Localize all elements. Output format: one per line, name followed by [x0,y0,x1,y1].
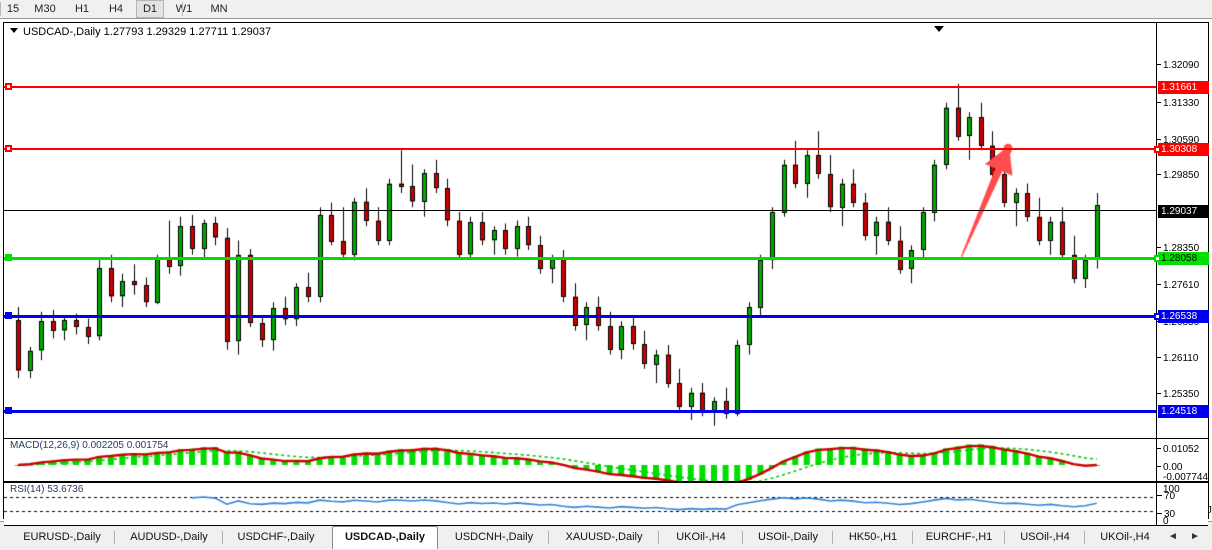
price-label-current-price[interactable]: 1.29037 [1158,205,1209,218]
chart-menu-triangle-icon[interactable] [10,28,18,33]
rsi-canvas [4,483,1156,525]
tab-separator-5 [658,531,659,544]
timeframe-toolbar: 15 M30 H1 H4 D1 W1 MN [0,0,1212,19]
price-plot[interactable] [4,23,1156,518]
macd-pane[interactable]: MACD(12,26,9) 0.002205 0.001754 [4,438,1156,482]
chart-header-label: USDCAD-,Daily 1.27793 1.29329 1.27711 1.… [10,26,271,39]
tab-separator-10 [1084,531,1085,544]
price-marker-support-blue-1[interactable] [1154,313,1161,320]
pane-collapse-triangle-icon[interactable] [934,26,944,32]
tab-scroll-prev-button[interactable]: ◄ [1168,531,1178,542]
macd-scale-tick-1: 0.00 [1157,463,1209,473]
chart-tab-usoilh4[interactable]: USOil-,H4 [1020,531,1070,543]
price-label-support-blue-2[interactable]: 1.24518 [1158,405,1209,418]
chart-tab-eurchfh1[interactable]: EURCHF-,H1 [925,531,993,543]
chart-tab-usdchfdaily[interactable]: USDCHF-,Daily [237,531,315,543]
tab-separator-6 [742,531,743,544]
symbol-ohlc-text: USDCAD-,Daily 1.27793 1.29329 1.27711 1.… [23,26,272,38]
rsi-scale-tick-1: 70 [1157,492,1209,502]
macd-scale-tick-0: 0.01052 [1157,445,1209,455]
level-line-support-blue-2[interactable] [4,410,1156,413]
candlestick-canvas[interactable] [4,23,1156,518]
timeframe-button-mn[interactable]: MN [210,3,228,15]
chart-tab-usdcaddaily[interactable]: USDCAD-,Daily [332,526,438,549]
tab-separator-8 [912,531,913,544]
rsi-scale-tick-3: 0 [1163,516,1169,527]
chart-area[interactable]: USDCAD-,Daily 1.27793 1.29329 1.27711 1.… [3,22,1209,527]
timeframe-button-d1[interactable]: D1 [136,0,164,18]
rsi-scale: 100 70 30 0 [1156,482,1209,527]
level-line-resistance-2[interactable] [4,148,1156,150]
timeframe-button-h4[interactable]: H4 [108,3,124,15]
chart-tab-usoildaily[interactable]: USOil-,Daily [758,531,818,543]
price-tick-8: 1.25350 [1157,389,1209,400]
level-handle-resistance-1[interactable] [5,83,12,90]
chart-tab-hk50h1[interactable]: HK50-,H1 [848,531,898,543]
level-line-resistance-1[interactable] [4,86,1156,88]
rsi-label: RSI(14) 53.6736 [10,484,84,495]
price-tick-2: 1.30590 [1157,135,1209,146]
tab-separator-1 [222,531,223,544]
level-line-current-price[interactable] [4,210,1156,211]
price-tick-1: 1.31330 [1157,98,1209,109]
level-line-support-blue-1[interactable] [4,315,1156,318]
price-tick-5: 1.27610 [1157,280,1209,291]
rsi-pane[interactable]: RSI(14) 53.6736 [4,482,1156,526]
macd-label: MACD(12,26,9) 0.002205 0.001754 [10,440,169,451]
chart-tab-usdcnhdaily[interactable]: USDCNH-,Daily [454,531,534,543]
chart-tab-xauusddaily[interactable]: XAUUSD-,Daily [565,531,643,543]
level-handle-support-green[interactable] [5,254,12,261]
price-label-resistance-2[interactable]: 1.30308 [1158,143,1209,156]
level-handle-support-blue-2[interactable] [5,407,12,414]
price-marker-resistance-2[interactable] [1154,146,1161,153]
tab-separator-9 [1004,531,1005,544]
price-tick-4: 1.28350 [1157,243,1209,254]
timeframe-button-w1[interactable]: W1 [175,3,193,15]
tab-separator-4 [548,531,549,544]
price-marker-support-green[interactable] [1154,255,1161,262]
chart-tab-audusddaily[interactable]: AUDUSD-,Daily [130,531,208,543]
level-line-support-green[interactable] [4,257,1156,260]
price-tick-0: 1.32090 [1157,60,1209,71]
price-label-support-blue-1[interactable]: 1.26538 [1158,310,1209,323]
rsi-scale-tick-2: 30 [1157,510,1209,520]
price-label-support-green[interactable]: 1.28058 [1158,252,1209,265]
chart-tab-eurusddaily[interactable]: EURUSD-,Daily [23,531,101,543]
tab-scroll-next-button[interactable]: ► [1190,531,1200,542]
price-tick-3: 1.29850 [1157,170,1209,181]
timeframe-button-m30[interactable]: M30 [34,3,56,15]
toolbar-separator-1 [182,2,183,16]
level-handle-resistance-2[interactable] [5,145,12,152]
toolbar-separator-0 [0,2,1,16]
tab-separator-7 [832,531,833,544]
chart-tab-ukoilh4[interactable]: UKOil-,H4 [676,531,726,543]
price-scale[interactable]: 1.32090 1.31330 1.30590 1.29850 1.28350 1.276… [1154,23,1209,518]
price-label-resistance-1[interactable]: 1.31661 [1158,81,1209,94]
level-handle-support-blue-1[interactable] [5,312,12,319]
price-tick-7: 1.26110 [1157,353,1209,364]
timeframe-button-h1[interactable]: H1 [74,3,90,15]
macd-scale: 0.01052 0.00 -0.007744 [1156,438,1209,483]
macd-canvas [4,439,1156,481]
rsi-scale-tick-0: 100 [1163,484,1180,495]
timeframe-button-15[interactable]: 15 [6,3,20,15]
chart-tab-ukoilh4[interactable]: UKOil-,H4 [1100,531,1150,543]
macd-scale-tick-2: -0.007744 [1163,472,1209,483]
tab-separator-0 [114,531,115,544]
